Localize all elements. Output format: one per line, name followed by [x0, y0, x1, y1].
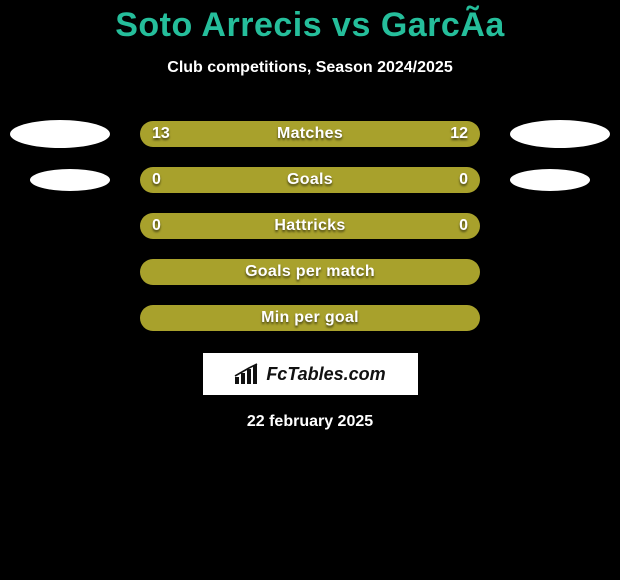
stat-row-min-per-goal: Min per goal: [0, 305, 620, 331]
subtitle: Club competitions, Season 2024/2025: [0, 59, 620, 77]
brand-badge[interactable]: FcTables.com: [203, 353, 418, 395]
player-left-marker: [30, 169, 110, 191]
comparison-card: Soto Arrecis vs GarcÃ­a Club competition…: [0, 0, 620, 580]
chart-icon: [234, 363, 260, 385]
stat-value-left: 13: [152, 121, 170, 147]
stat-label: Min per goal: [261, 309, 359, 327]
player-right-marker: [510, 169, 590, 191]
stat-label: Goals per match: [245, 263, 375, 281]
player-right-marker: [510, 120, 610, 148]
stat-row-hattricks: 0 Hattricks 0: [0, 213, 620, 239]
brand-label: FcTables.com: [266, 364, 385, 385]
stat-label: Goals: [287, 171, 333, 189]
stat-value-left: 0: [152, 167, 161, 193]
stat-row-goals: 0 Goals 0: [0, 167, 620, 193]
stat-pill: 13 Matches 12: [140, 121, 480, 147]
stat-value-right: 12: [450, 121, 468, 147]
stat-value-left: 0: [152, 213, 161, 239]
player-left-marker: [10, 120, 110, 148]
stat-pill: Min per goal: [140, 305, 480, 331]
stat-pill: 0 Hattricks 0: [140, 213, 480, 239]
stat-row-matches: 13 Matches 12: [0, 121, 620, 147]
stat-value-right: 0: [459, 213, 468, 239]
stat-value-right: 0: [459, 167, 468, 193]
date-label: 22 february 2025: [0, 413, 620, 431]
stat-rows: 13 Matches 12 0 Goals 0 0 Hattricks 0: [0, 121, 620, 331]
page-title: Soto Arrecis vs GarcÃ­a: [0, 0, 620, 45]
stat-label: Hattricks: [274, 217, 345, 235]
stat-row-goals-per-match: Goals per match: [0, 259, 620, 285]
stat-pill: 0 Goals 0: [140, 167, 480, 193]
stat-label: Matches: [277, 125, 343, 143]
stat-pill: Goals per match: [140, 259, 480, 285]
